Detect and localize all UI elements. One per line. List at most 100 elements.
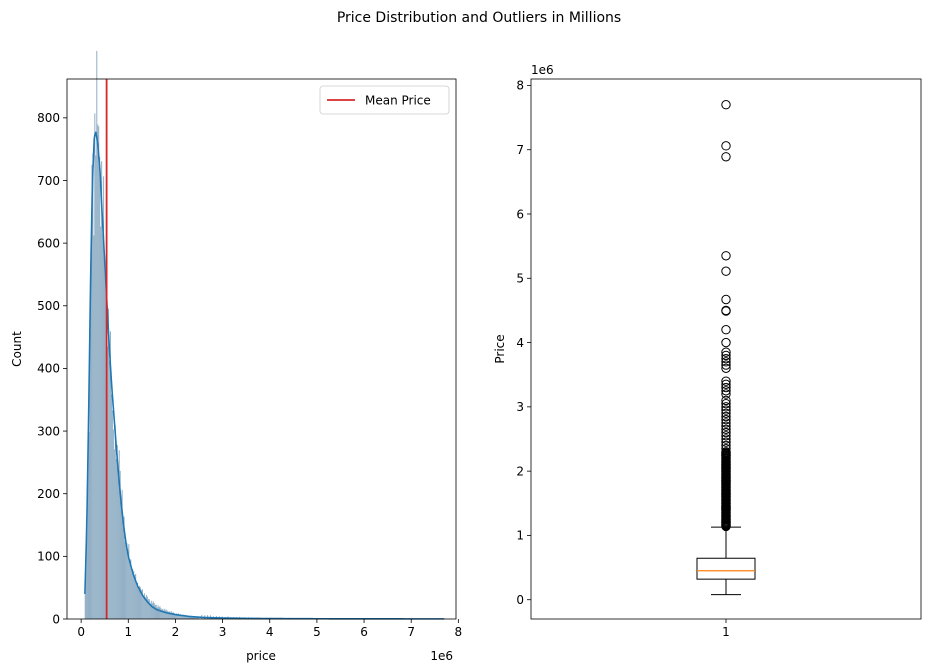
x-tick-label: 4 xyxy=(266,625,274,639)
outlier-point xyxy=(721,447,731,457)
outlier-point xyxy=(721,424,731,435)
y-tick-label: 0 xyxy=(516,593,524,607)
boxplot-x-ticks: 1 xyxy=(722,619,730,639)
histogram-bar xyxy=(125,539,127,620)
histogram-bar xyxy=(107,308,110,620)
kde-curve xyxy=(84,131,445,620)
outlier-point xyxy=(721,306,731,316)
x-tick-label: 3 xyxy=(219,625,227,639)
outlier-point xyxy=(721,353,731,364)
histogram-bar xyxy=(115,458,117,620)
outlier-point xyxy=(721,360,731,370)
histogram-bar xyxy=(88,431,90,620)
histogram-bar xyxy=(93,235,95,620)
histogram-bar xyxy=(152,601,154,620)
histogram-bar xyxy=(171,611,173,620)
outlier-point xyxy=(721,347,731,357)
histogram-bar xyxy=(117,475,119,620)
outlier-point xyxy=(721,398,731,409)
histogram-bar xyxy=(108,360,111,620)
figure-title: Price Distribution and Outliers in Milli… xyxy=(337,10,621,26)
histogram-axes: 0 1 2 3 4 5 6 7 8 0 100 200 300 400 500 600 700 800 pric… xyxy=(10,50,463,663)
outlier-point xyxy=(721,421,731,431)
histogram-bar xyxy=(102,233,104,620)
outlier-point xyxy=(721,434,731,444)
outlier-point xyxy=(721,415,731,425)
histogram-bar xyxy=(112,429,114,620)
histogram-bar xyxy=(132,569,134,620)
y-tick-label: 7 xyxy=(516,143,524,157)
boxplot-box xyxy=(696,526,756,596)
histogram-bar xyxy=(173,612,175,620)
histogram-bar xyxy=(99,156,101,620)
histogram-bar xyxy=(122,520,124,620)
histogram-bar xyxy=(124,541,126,620)
histogram-bar xyxy=(158,607,160,620)
y-tick-label: 1 xyxy=(516,529,524,543)
outlier-point xyxy=(721,325,731,335)
histogram-bar xyxy=(162,608,164,620)
histogram-bar xyxy=(113,449,115,620)
y-tick-label: 800 xyxy=(37,111,60,125)
legend: Mean Price xyxy=(319,85,450,115)
histogram-bar xyxy=(110,394,112,620)
histogram-bar xyxy=(157,605,159,620)
histogram-bar xyxy=(98,126,100,620)
x-tick-label: 6 xyxy=(360,625,368,639)
outlier-point xyxy=(721,363,731,373)
boxplot-y-ticks: 0 1 2 3 4 5 6 7 8 xyxy=(516,79,531,607)
histogram-x-axis-label: price xyxy=(246,649,276,663)
boxplot-y-offset-label: 1e6 xyxy=(531,63,554,77)
y-tick-label: 2 xyxy=(516,464,524,478)
histogram-bar xyxy=(169,611,171,620)
y-tick-label: 6 xyxy=(516,207,524,221)
histogram-bar xyxy=(142,596,145,620)
histogram-bar xyxy=(97,124,99,620)
histogram-bar xyxy=(120,497,122,620)
outlier-point xyxy=(721,379,731,390)
outlier-point xyxy=(721,437,731,447)
histogram-x-offset-label: 1e6 xyxy=(430,649,453,663)
histogram-bar xyxy=(159,606,161,620)
histogram-bar xyxy=(104,255,106,620)
y-tick-label: 200 xyxy=(37,487,60,501)
histogram-bar xyxy=(101,161,103,620)
y-tick-label: 600 xyxy=(37,236,60,250)
y-tick-label: 4 xyxy=(516,336,524,350)
histogram-bar xyxy=(165,610,167,620)
histogram-bar xyxy=(146,596,148,620)
outlier-point xyxy=(721,376,731,386)
outlier-point xyxy=(721,418,731,428)
outlier-point xyxy=(721,266,731,276)
y-tick-label: 500 xyxy=(37,299,60,313)
histogram-bar xyxy=(138,589,140,620)
outlier-point xyxy=(721,395,731,406)
x-tick-label: 1 xyxy=(124,625,132,639)
outlier-point xyxy=(721,411,731,422)
histogram-bar xyxy=(111,410,113,620)
histogram-y-axis-label: Count xyxy=(10,331,24,367)
boxplot-y-axis-label: Price xyxy=(493,334,507,363)
iqr-box xyxy=(696,557,756,580)
x-tick-label: 1 xyxy=(722,625,730,639)
x-tick-label: 0 xyxy=(77,625,85,639)
y-tick-label: 8 xyxy=(516,79,524,93)
histogram-bars xyxy=(84,50,445,620)
outlier-point xyxy=(721,427,731,438)
legend-label-mean-price: Mean Price xyxy=(365,94,431,108)
y-tick-label: 100 xyxy=(37,550,60,564)
outlier-point xyxy=(721,100,731,110)
y-tick-label: 0 xyxy=(52,612,60,626)
outlier-point xyxy=(721,337,731,348)
y-tick-label: 700 xyxy=(37,174,60,188)
boxplot-axes: 0 1 2 3 4 5 6 7 8 1 Price 1e6 xyxy=(493,63,922,639)
y-tick-label: 3 xyxy=(516,400,524,414)
histogram-bar xyxy=(166,609,168,620)
x-tick-label: 2 xyxy=(172,625,180,639)
x-tick-label: 8 xyxy=(455,625,463,639)
histogram-bar xyxy=(148,599,150,620)
histogram-bar xyxy=(131,572,133,620)
histogram-y-ticks: 0 100 200 300 400 500 600 700 800 xyxy=(37,111,67,626)
outlier-point xyxy=(721,389,731,399)
